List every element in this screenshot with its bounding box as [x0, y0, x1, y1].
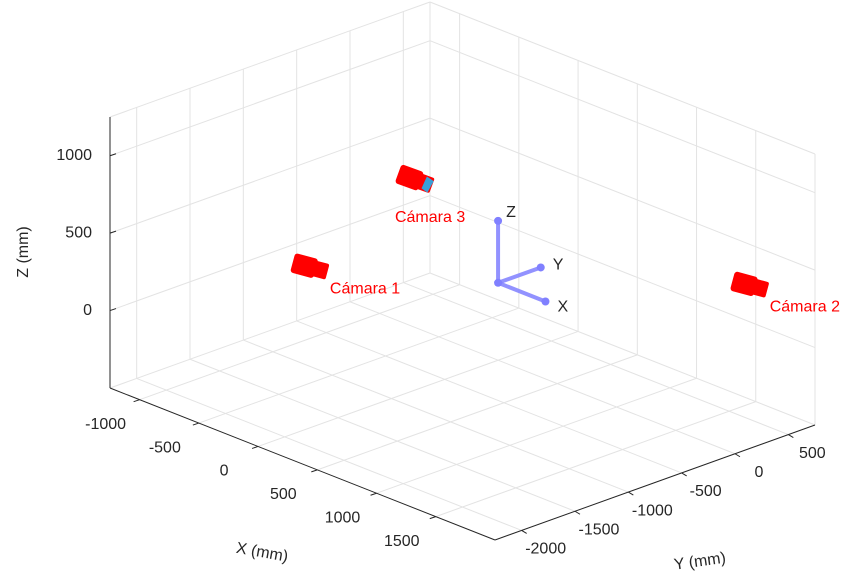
- tick-mark: [134, 400, 140, 402]
- page: {"chart_data": { "type": "scatter3d", "x…: [0, 0, 867, 577]
- tick-mark: [110, 309, 116, 311]
- grid-line: [137, 378, 522, 530]
- frame-label: Y: [553, 257, 564, 274]
- frame-arrow-head: [541, 297, 549, 305]
- camera-label: Cámara 1: [330, 280, 400, 297]
- tick-mark: [788, 435, 793, 438]
- grid-line: [297, 321, 682, 473]
- x-tick-label: 1000: [325, 509, 361, 526]
- z-tick-label: 1000: [56, 147, 92, 164]
- tick-mark: [193, 423, 199, 425]
- grid-line: [258, 331, 578, 446]
- z-tick-label: 0: [83, 302, 92, 319]
- grid-line: [110, 118, 430, 233]
- x-tick-label: 500: [270, 486, 297, 503]
- frame-origin: [494, 279, 502, 287]
- camera-label: Cámara 3: [395, 209, 465, 226]
- frame-label: Z: [506, 204, 516, 221]
- y-tick-label: -1000: [632, 502, 673, 519]
- tick-mark: [628, 492, 633, 495]
- x-tick-label: 1500: [384, 533, 420, 550]
- y-axis: [495, 425, 815, 540]
- x-tick-label: 0: [220, 463, 229, 480]
- camera-label: Cámara 2: [770, 299, 840, 316]
- frame-label: X: [557, 299, 568, 316]
- tick-mark: [311, 470, 317, 472]
- tick-mark: [575, 511, 580, 514]
- grid-line: [243, 340, 628, 492]
- y-tick-label: 500: [799, 445, 826, 462]
- x-axis-label: X (mm): [235, 540, 290, 566]
- grid-line: [403, 283, 788, 435]
- x-tick-label: -500: [149, 439, 181, 456]
- grid-line: [430, 196, 815, 348]
- tick-mark: [252, 446, 258, 448]
- grid-line: [350, 302, 735, 454]
- tick-mark: [430, 517, 436, 519]
- grid-line: [199, 308, 519, 423]
- tick-mark: [110, 154, 116, 156]
- y-tick-label: -2000: [525, 541, 566, 558]
- chart: X (mm) Y (mm) Z (mm) -1000 -500 0 500 1000 15…: [0, 0, 867, 577]
- grid-line: [110, 41, 430, 156]
- frame-axis: [498, 267, 541, 282]
- tick-mark: [522, 530, 527, 533]
- camera: [395, 164, 436, 195]
- grid-line: [430, 118, 815, 270]
- z-tick-label: 500: [65, 224, 92, 241]
- y-tick-label: 0: [755, 464, 764, 481]
- y-tick-label: -500: [690, 483, 722, 500]
- camera: [290, 253, 330, 282]
- box-edge: [430, 2, 815, 154]
- grid-line: [140, 285, 460, 400]
- box-edge: [110, 2, 430, 117]
- tick-mark: [371, 493, 377, 495]
- camera: [730, 271, 770, 300]
- x-tick-label: -1000: [85, 416, 126, 433]
- tick-mark: [110, 231, 116, 233]
- grid-line: [190, 359, 575, 511]
- grid-line: [317, 355, 637, 470]
- frame-axis: [498, 283, 545, 302]
- grid-line: [430, 41, 815, 193]
- frame-arrow-head: [494, 217, 502, 225]
- y-axis-label: Y (mm): [673, 550, 727, 574]
- tick-mark: [682, 473, 687, 476]
- z-axis-label: Z (mm): [15, 226, 32, 278]
- frame-arrow-head: [537, 263, 545, 271]
- box-edge: [430, 273, 815, 425]
- y-tick-label: -1500: [579, 521, 620, 538]
- tick-mark: [735, 454, 740, 457]
- x-axis: [110, 388, 495, 540]
- grid-line: [377, 378, 697, 493]
